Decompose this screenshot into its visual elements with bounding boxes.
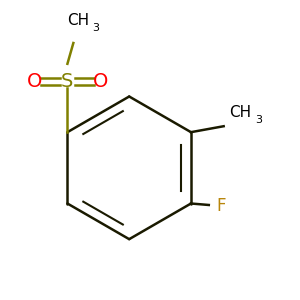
Text: S: S	[61, 72, 74, 91]
Text: CH: CH	[230, 105, 252, 120]
Text: O: O	[27, 72, 42, 91]
Text: O: O	[92, 72, 108, 91]
Text: F: F	[216, 197, 226, 215]
Text: CH: CH	[68, 13, 89, 28]
Text: 3: 3	[93, 22, 100, 33]
Text: 3: 3	[255, 115, 262, 125]
